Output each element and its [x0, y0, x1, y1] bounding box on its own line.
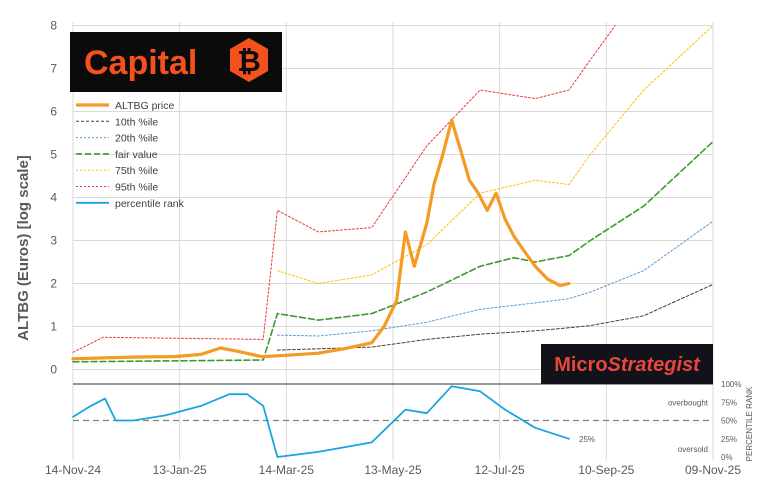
series-p20-line [276, 220, 714, 337]
rank-tick-label: 0% [721, 453, 733, 462]
legend-label-p10: 10th %ile [115, 116, 158, 128]
tick-labels: 0 1 2 3 4 5 6 7 8 14-Nov-24 13-Jan-25 14-Mar-25 13-M… [45, 19, 741, 478]
x-tick-label: 13-Jan-25 [153, 463, 207, 477]
bitcoin-hexagon-icon [230, 38, 268, 82]
x-tick-label: 12-Jul-25 [475, 463, 525, 477]
y-tick-label: 5 [50, 148, 57, 162]
y-tick-label: 6 [50, 105, 57, 119]
series-p75-line [276, 25, 714, 284]
legend-label-p20: 20th %ile [115, 133, 158, 145]
y-axis-title: ALTBG (Euros) [log scale] [15, 155, 32, 341]
svg-text:MicroStrategist: MicroStrategist [554, 354, 701, 376]
y-tick-label: 1 [50, 320, 57, 334]
legend-label-price: ALTBG price [115, 100, 174, 112]
capital-logo-text: Capital [84, 44, 197, 82]
y-tick-label: 4 [50, 191, 57, 205]
ms-logo-italic: Strategist [608, 354, 702, 376]
legend-label-fair: fair value [115, 149, 158, 161]
ms-logo-plain: Micro [554, 354, 607, 376]
series-fair-line [72, 140, 714, 363]
x-tick-label: 13-May-25 [364, 463, 422, 477]
rank-axis-title: PERCENTILE RANK [745, 386, 754, 461]
x-tick-label: 14-Mar-25 [259, 463, 315, 477]
microstrategist-logo: MicroStrategist [541, 344, 713, 384]
rank-last-label: 25% [579, 435, 595, 444]
legend: ALTBG price 10th %ile 20th %ile fair value 7… [76, 100, 185, 210]
rank-tick-label: 50% [721, 417, 737, 426]
series-rank-line [72, 385, 570, 458]
y-tick-label: 2 [50, 277, 57, 291]
x-tick-label: 09-Nov-25 [685, 463, 741, 477]
svg-text:₿: ₿ [237, 46, 261, 78]
rank-tick-label: 75% [721, 398, 737, 407]
grid [72, 22, 714, 460]
legend-label-rank: percentile rank [115, 198, 185, 210]
y-tick-label: 8 [50, 19, 57, 33]
series-p10-line [276, 283, 714, 351]
legend-label-p95: 95th %ile [115, 182, 158, 194]
series-layer [71, 25, 714, 458]
x-tick-label: 10-Sep-25 [578, 463, 634, 477]
x-tick-label: 14-Nov-24 [45, 463, 101, 477]
rank-tick-label: 25% [721, 435, 737, 444]
y-tick-label: 0 [50, 363, 57, 377]
overbought-label: overbought [668, 398, 709, 407]
legend-label-p75: 75th %ile [115, 165, 158, 177]
y-tick-label: 3 [50, 234, 57, 248]
oversold-label: oversold [678, 445, 708, 454]
series-price-line [71, 118, 571, 361]
series-p95-line [72, 25, 616, 353]
rank-tick-label: 100% [721, 380, 741, 389]
capital-logo: Capital ₿ [70, 32, 282, 92]
y-tick-label: 7 [50, 62, 57, 76]
